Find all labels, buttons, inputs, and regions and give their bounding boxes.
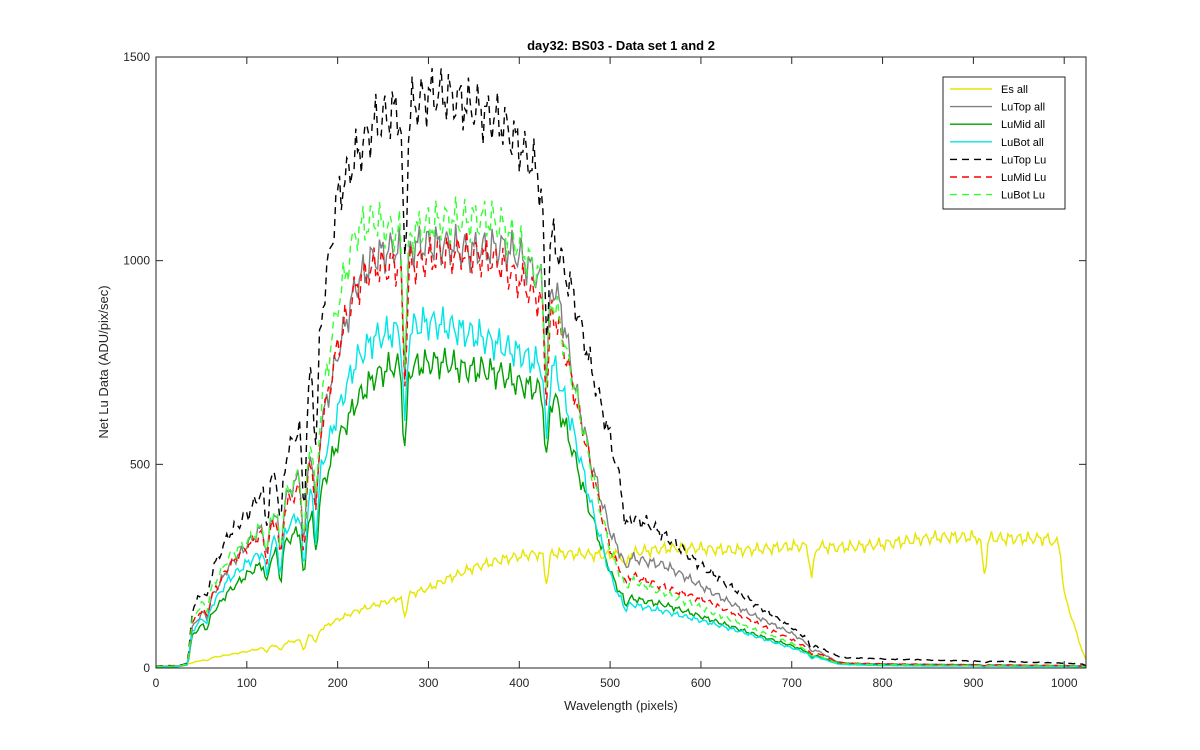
y-tick-label: 1000 [123,254,150,268]
ticks-layer: 0 100 200 300 400 500 600 700 800 900 1000 0 500 1000… [123,50,1086,690]
x-tick-label: 400 [509,676,529,690]
legend-label-2: LuTop all [1001,102,1045,114]
series-line-6 [156,230,1087,668]
legend-label-1: Es all [1001,84,1028,96]
x-tick-label: 900 [963,676,983,690]
x-tick-label: 300 [418,676,438,690]
legend: Es all LuTop all LuMid all LuBot all LuTop L… [942,76,1066,210]
series-line-1 [155,530,1087,668]
y-tick-label: 1500 [123,50,150,64]
series-line-5 [155,68,1087,667]
x-tick-label: 600 [691,676,711,690]
series-line-2 [156,223,1087,668]
x-tick-label: 800 [873,676,893,690]
x-tick-label: 100 [237,676,257,690]
plot-frame [155,56,1087,669]
legend-label-7: LuBot Lu [1001,190,1045,202]
legend-box [942,76,1066,210]
legend-label-4: LuBot all [1001,137,1044,149]
x-tick-label: 500 [600,676,620,690]
series-line-7 [156,196,1087,668]
x-tick-label: 200 [328,676,348,690]
series-line-3 [155,347,1087,668]
legend-label-6: LuMid Lu [1001,172,1046,184]
legend-label-3: LuMid all [1001,119,1045,131]
chart-title: day32: BS03 - Data set 1 and 2 [527,38,715,53]
y-tick-label: 500 [130,457,150,471]
x-tick-label: 1000 [1051,676,1078,690]
x-tick-label: 0 [153,676,160,690]
x-axis-title: Wavelength (pixels) [564,698,678,713]
series-line-4 [156,306,1087,668]
series-layer [155,68,1087,668]
y-tick-label: 0 [143,661,150,675]
x-tick-label: 700 [782,676,802,690]
y-axis-title: Net Lu Data (ADU/pix/sec) [96,285,111,438]
legend-label-5: LuTop Lu [1001,154,1046,166]
